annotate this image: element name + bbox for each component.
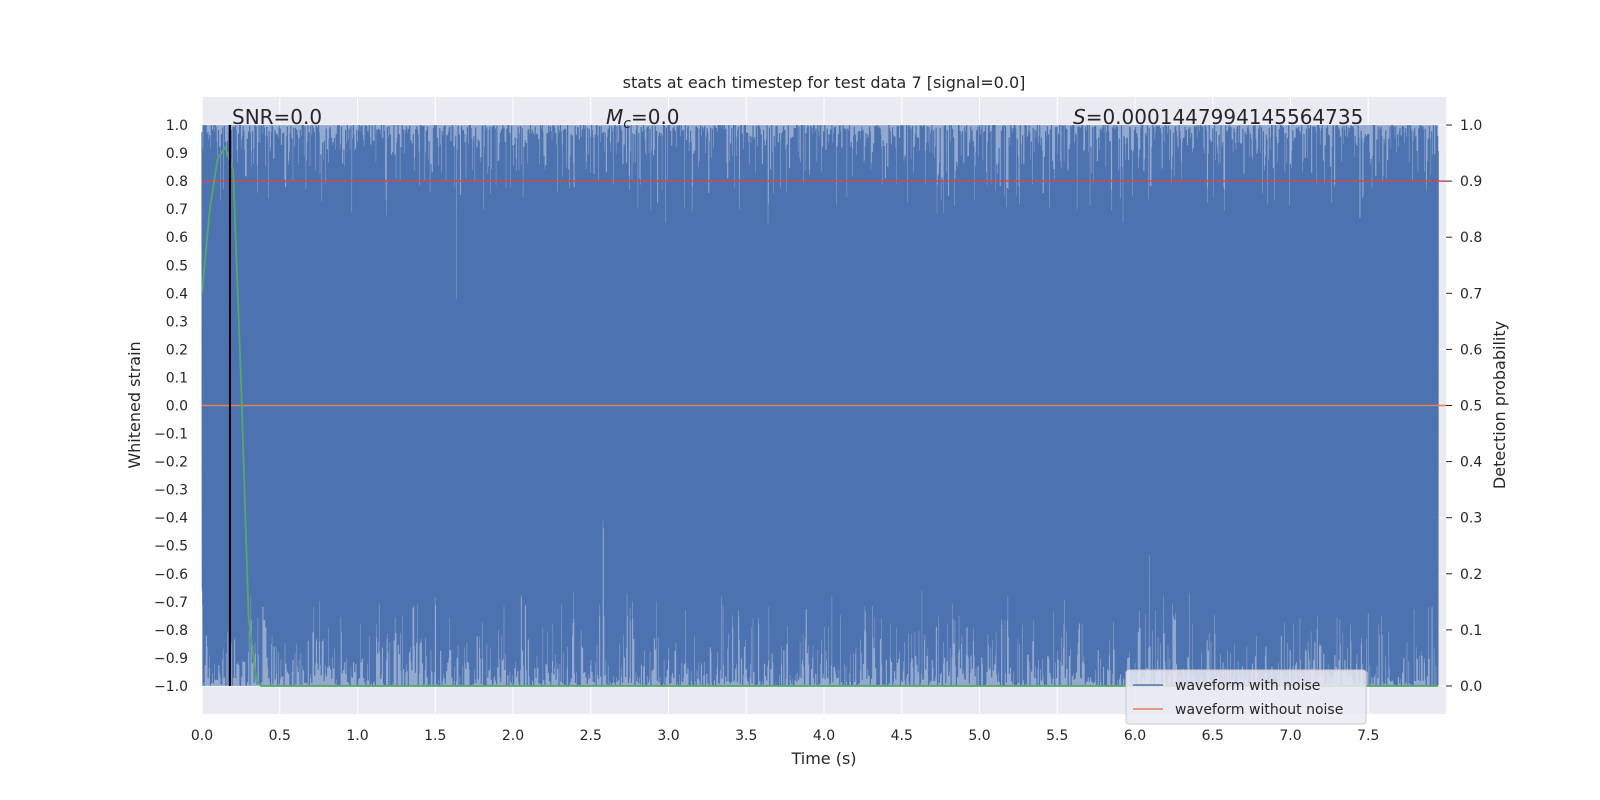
x-tick-label: 6.5 — [1202, 728, 1224, 744]
x-tick-label: 3.0 — [657, 728, 679, 744]
x-tick-label: 2.5 — [580, 728, 602, 744]
y-left-tick-label: 0.7 — [166, 202, 188, 218]
x-tick-label: 1.0 — [346, 728, 368, 744]
y-left-tick-label: 0.5 — [166, 258, 188, 274]
y-left-tick-label: 0.9 — [166, 146, 188, 162]
y-right-tick-label: 0.4 — [1460, 455, 1482, 471]
y-left-tick-label: −1.0 — [154, 679, 188, 695]
y-left-tick-label: −0.5 — [154, 539, 188, 555]
y-left-tick-label: 0.6 — [166, 230, 188, 246]
y-left-tick-label: 1.0 — [166, 118, 188, 134]
y-right-tick-label: 0.3 — [1460, 511, 1482, 527]
s-annotation: S=0.0001447994145564735 — [1073, 105, 1363, 129]
chart-title: stats at each timestep for test data 7 [… — [623, 73, 1026, 92]
y-right-tick-label: 0.5 — [1460, 399, 1482, 415]
y-left-tick-label: −0.1 — [154, 427, 188, 443]
y-left-tick-labels: 1.0 0.9 0.8 0.7 0.6 0.5 0.4 0.3 0.2 0.1 0.0 −0.1 −0.… — [154, 118, 188, 695]
x-tick-label: 7.0 — [1279, 728, 1301, 744]
legend: waveform with noise waveform without noi… — [1125, 669, 1367, 725]
y-left-tick-label: −0.8 — [154, 623, 188, 639]
x-tick-label: 5.0 — [968, 728, 990, 744]
x-tick-label: 6.0 — [1124, 728, 1146, 744]
x-tick-label: 2.0 — [502, 728, 524, 744]
y-left-tick-label: 0.4 — [166, 286, 188, 302]
detection-probability-line — [201, 145, 1439, 687]
x-tick-label: 0.5 — [269, 728, 291, 744]
y-axis-label-right: Detection probability — [1490, 321, 1509, 489]
y-left-tick-label: 0.1 — [166, 370, 188, 386]
x-tick-label: 5.5 — [1046, 728, 1068, 744]
x-tick-label: 3.5 — [735, 728, 757, 744]
x-tick-label: 1.5 — [424, 728, 446, 744]
x-tick-label: 0.0 — [191, 728, 213, 744]
y-left-tick-label: −0.2 — [154, 455, 188, 471]
snr-annotation: SNR=0.0 — [232, 105, 322, 129]
y-left-tick-label: 0.3 — [166, 314, 188, 330]
y-right-tick-label: 0.6 — [1460, 342, 1482, 358]
series-layer — [201, 125, 1446, 687]
legend-label-clean: waveform without noise — [1175, 702, 1343, 718]
y-axis-label-left: Whitened strain — [125, 341, 144, 468]
y-right-tick-label: 0.8 — [1460, 230, 1482, 246]
y-left-tick-label: 0.8 — [166, 174, 188, 190]
y-left-tick-label: −0.3 — [154, 483, 188, 499]
y-left-tick-label: −0.7 — [154, 595, 188, 611]
y-right-tick-label: 1.0 — [1460, 118, 1482, 134]
y-right-tick-labels: 1.0 0.9 0.8 0.7 0.6 0.5 0.4 0.3 0.2 0.1 0.0 — [1446, 118, 1482, 695]
legend-label-noise: waveform with noise — [1175, 678, 1320, 694]
y-left-tick-label: 0.0 — [166, 399, 188, 415]
y-left-tick-label: −0.4 — [154, 511, 188, 527]
y-left-tick-label: −0.6 — [154, 567, 188, 583]
y-left-tick-label: −0.9 — [154, 651, 188, 667]
y-right-tick-label: 0.1 — [1460, 623, 1482, 639]
x-tick-label: 4.5 — [891, 728, 913, 744]
waveform-with-noise-line — [201, 124, 1439, 687]
y-right-tick-label: 0.7 — [1460, 286, 1482, 302]
y-right-tick-label: 0.0 — [1460, 679, 1482, 695]
y-right-tick-label: 0.2 — [1460, 567, 1482, 583]
x-axis-label: Time (s) — [790, 749, 856, 768]
chirp-mass-annotation: Mc=0.0 — [606, 105, 680, 132]
x-tick-labels: 0.0 0.5 1.0 1.5 2.0 2.5 3.0 3.5 4.0 4.5 5.0 5.5 6.0 6… — [191, 728, 1380, 744]
legend-box — [1125, 669, 1367, 725]
x-tick-label: 4.0 — [813, 728, 835, 744]
x-tick-label: 7.5 — [1357, 728, 1379, 744]
y-right-tick-label: 0.9 — [1460, 174, 1482, 190]
y-left-tick-label: 0.2 — [166, 342, 188, 358]
